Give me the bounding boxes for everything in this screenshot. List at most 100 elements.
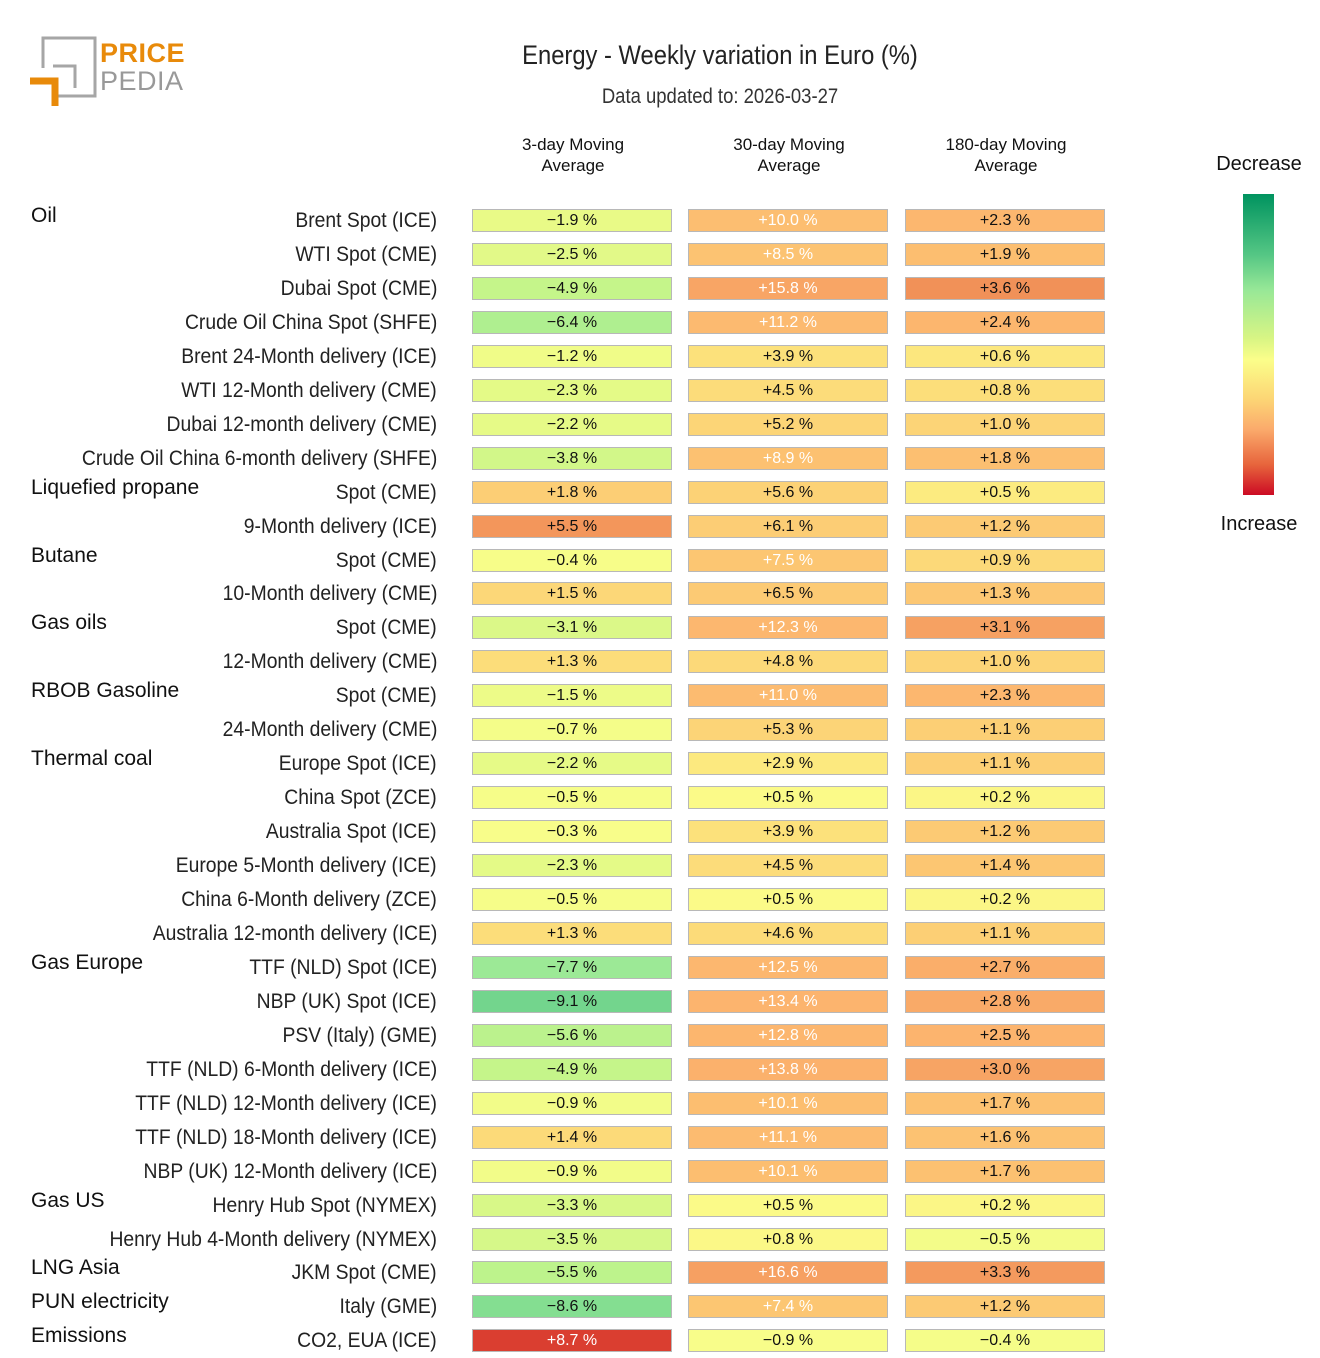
row-label: Dubai 12-month delivery (CME) [166, 412, 437, 436]
heatmap-cell: +2.3 % [905, 684, 1105, 708]
row-label: 24-Month delivery (CME) [222, 718, 437, 742]
row-label: Spot (CME) [336, 548, 437, 572]
table-row: TTF (NLD) 6-Month delivery (ICE) −4.9 % +1… [0, 1053, 1320, 1087]
legend-label-decrease: Decrease [1216, 153, 1302, 175]
row-label: Spot (CME) [336, 616, 437, 640]
pricepedia-logo: PRICE PEDIA [28, 36, 188, 112]
row-label: TTF (NLD) Spot (ICE) [249, 955, 437, 979]
heatmap-cell: +0.2 % [905, 786, 1105, 810]
heatmap-cell: +1.2 % [905, 1295, 1105, 1319]
heatmap-cell: −7.7 % [472, 955, 672, 979]
table-row: Thermal coal Europe Spot (ICE) −2.2 % +2.9 … [0, 747, 1320, 781]
heatmap-cell: +1.3 % [472, 921, 672, 945]
row-label: WTI 12-Month delivery (CME) [181, 378, 437, 402]
heatmap-cell: +2.4 % [905, 310, 1105, 334]
group-label: Gas oils [31, 611, 107, 635]
table-row: Dubai Spot (CME) −4.9 % +15.8 % +3.6 % [0, 272, 1320, 306]
heatmap-cell: +12.5 % [688, 955, 888, 979]
heatmap-cell: +6.1 % [688, 514, 888, 538]
column-header-line: Average [757, 156, 821, 175]
heatmap-cell: +1.4 % [472, 1125, 672, 1149]
row-label: 9-Month delivery (ICE) [243, 514, 437, 538]
heatmap-cell: +11.2 % [688, 310, 888, 334]
table-row: NBP (UK) 12-Month delivery (ICE) −0.9 % +1… [0, 1155, 1320, 1189]
group-label: PUN electricity [31, 1290, 169, 1314]
heatmap-cell: −0.4 % [472, 548, 672, 572]
heatmap-cell: +16.6 % [688, 1261, 888, 1285]
table-row: RBOB Gasoline Spot (CME) −1.5 % +11.0 % +2.3… [0, 679, 1320, 713]
table-row: Gas US Henry Hub Spot (NYMEX) −3.3 % +0.5 %… [0, 1189, 1320, 1223]
heatmap-cell: +1.5 % [472, 582, 672, 606]
heatmap-cell: +5.6 % [688, 480, 888, 504]
row-label: Dubai Spot (CME) [280, 276, 437, 300]
heatmap-cell: +3.6 % [905, 276, 1105, 300]
heatmap-cell: +0.5 % [688, 888, 888, 911]
row-label: Henry Hub Spot (NYMEX) [212, 1193, 437, 1217]
heatmap-cell: +5.3 % [688, 718, 888, 742]
heatmap-cell: −4.9 % [472, 276, 672, 300]
heatmap-cell: −0.5 % [472, 888, 672, 911]
heatmap-cell: −1.2 % [472, 344, 672, 368]
legend-color-scale [1243, 194, 1274, 495]
heatmap-cell: −0.9 % [472, 1091, 672, 1115]
heatmap-cell: −2.3 % [472, 854, 672, 878]
heatmap-cell: +6.5 % [688, 582, 888, 606]
heatmap-cell: +12.8 % [688, 1023, 888, 1047]
heatmap-cell: +0.8 % [905, 378, 1105, 402]
heatmap-cell: +5.2 % [688, 412, 888, 436]
heatmap-cell: +4.8 % [688, 650, 888, 674]
column-header-line: 30-day Moving [733, 135, 845, 154]
table-row: Henry Hub 4-Month delivery (NYMEX) −3.5 %… [0, 1223, 1320, 1257]
heatmap-cell: +3.0 % [905, 1057, 1105, 1081]
heatmap-cell: +1.3 % [472, 650, 672, 674]
table-row: 24-Month delivery (CME) −0.7 % +5.3 % +1.1 … [0, 713, 1320, 747]
table-row: NBP (UK) Spot (ICE) −9.1 % +13.4 % +2.8 % [0, 985, 1320, 1019]
group-label: LNG Asia [31, 1256, 120, 1280]
heatmap-cell: −0.7 % [472, 718, 672, 742]
group-label: Gas US [31, 1188, 105, 1212]
table-row: Gas oils Spot (CME) −3.1 % +12.3 % +3.1 % [0, 611, 1320, 645]
heatmap-cell: +1.1 % [905, 718, 1105, 742]
heatmap-cell: −8.6 % [472, 1295, 672, 1319]
heatmap-cell: +11.1 % [688, 1125, 888, 1149]
row-label: Europe Spot (ICE) [279, 752, 437, 776]
heatmap-cell: +0.2 % [905, 1193, 1105, 1217]
logo-mark-icon [30, 36, 97, 106]
table-row: PSV (Italy) (GME) −5.6 % +12.8 % +2.5 % [0, 1019, 1320, 1053]
table-row: 9-Month delivery (ICE) +5.5 % +6.1 % +1.2 % [0, 510, 1320, 544]
row-label: Henry Hub 4-Month delivery (NYMEX) [109, 1227, 437, 1251]
table-row: TTF (NLD) 12-Month delivery (ICE) −0.9 % +… [0, 1087, 1320, 1121]
heatmap-cell: +8.7 % [472, 1329, 672, 1353]
heatmap-cell: +0.5 % [688, 786, 888, 810]
heatmap-cell: +2.7 % [905, 955, 1105, 979]
row-label: NBP (UK) Spot (ICE) [256, 989, 437, 1013]
column-header-180day: 180-day Moving Average [905, 134, 1107, 176]
heatmap-cell: +8.9 % [688, 446, 888, 470]
table-row: Dubai 12-month delivery (CME) −2.2 % +5.2 … [0, 408, 1320, 442]
table-row: Emissions CO2, EUA (ICE) +8.7 % −0.9 % −0.4 … [0, 1324, 1320, 1358]
row-label: 12-Month delivery (CME) [222, 650, 437, 674]
heatmap-cell: −0.3 % [472, 820, 672, 844]
row-label: NBP (UK) 12-Month delivery (ICE) [143, 1159, 437, 1183]
row-label: Italy (GME) [339, 1295, 437, 1319]
heatmap-cell: −2.2 % [472, 412, 672, 436]
table-row: Liquefied propane Spot (CME) +1.8 % +5.6 % +… [0, 476, 1320, 510]
row-label: Australia 12-month delivery (ICE) [152, 921, 437, 945]
column-header-line: 180-day Moving [945, 135, 1067, 154]
column-header-line: Average [541, 156, 605, 175]
table-row: WTI 12-Month delivery (CME) −2.3 % +4.5 % +… [0, 374, 1320, 408]
heatmap-cell: +2.8 % [905, 989, 1105, 1013]
table-row: Crude Oil China 6-month delivery (SHFE) −… [0, 442, 1320, 476]
heatmap-cell: −5.6 % [472, 1023, 672, 1047]
heatmap-cell: +1.8 % [905, 446, 1105, 470]
group-label: Oil [31, 204, 57, 227]
group-label: Liquefied propane [31, 475, 200, 499]
group-label: Emissions [31, 1324, 127, 1348]
heatmap-cell: +13.4 % [688, 989, 888, 1013]
heatmap-cell: +7.5 % [688, 548, 888, 572]
row-label: Brent 24-Month delivery (ICE) [181, 344, 437, 368]
group-label: Butane [31, 543, 98, 567]
row-label: Crude Oil China Spot (SHFE) [184, 310, 437, 334]
chart-subtitle: Data updated to: 2026-03-27 [601, 85, 839, 108]
heatmap-cell: −3.1 % [472, 616, 672, 640]
